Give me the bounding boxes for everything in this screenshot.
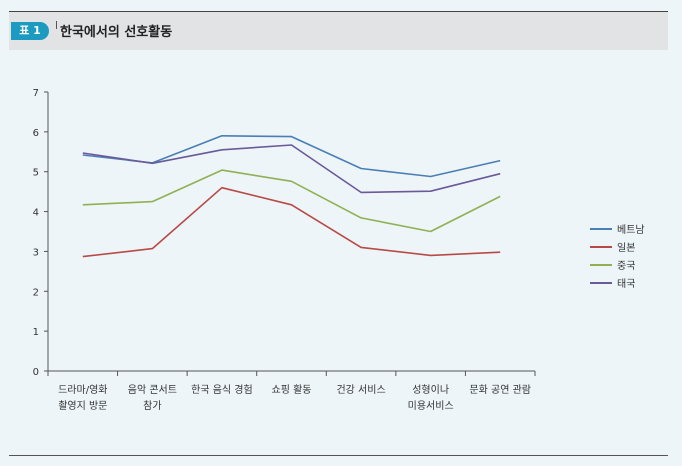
y-tick-label: 4 [33,208,39,219]
y-tick-label: 0 [33,367,39,378]
series-line-3 [82,169,501,233]
series-line-4 [82,144,501,194]
legend-label-4: 태국 [617,278,635,290]
title-bar: 표 1 한국에서의 선호활동 [9,12,668,50]
legend-label-2: 일본 [617,242,635,254]
y-tick-label: 2 [33,287,39,298]
x-category-label: 한국 음식 경험 [191,383,253,396]
y-tick-label: 7 [33,88,39,99]
x-category-label-line: 쇼핑 활동 [272,383,312,396]
legend-label-1: 베트남 [617,224,645,236]
y-tick-label: 3 [33,247,39,258]
y-tick-label: 5 [33,168,39,179]
x-category-label: 쇼핑 활동 [272,383,312,396]
series-line-2 [82,186,501,258]
y-tick-label: 1 [33,327,39,338]
x-category-label: 문화 공연 관람 [469,383,531,396]
x-category-label-line: 한국 음식 경험 [191,383,253,396]
page-title: 한국에서의 선호활동 [60,25,173,40]
bottom-rule [9,455,668,456]
x-category-label-line: 건강 서비스 [336,384,385,396]
y-tick-label: 6 [33,128,39,139]
x-category-label-line: 문화 공연 관람 [469,383,531,396]
x-category-label: 건강 서비스 [336,384,385,396]
x-category-label-line: 드라마/영화 [58,384,107,396]
x-category-label-line: 성형이나 [412,384,449,396]
table-badge: 표 1 [11,22,49,40]
x-category-label-line: 미용서비스 [408,400,454,412]
series-line-1 [82,135,501,178]
x-category-label-line: 참가 [143,400,161,412]
title-separator [56,21,57,29]
top-rule [9,11,668,12]
legend-label-3: 중국 [617,260,635,272]
x-category-label-line: 촬영지 방문 [58,400,107,412]
x-category-label-line: 음악 콘서트 [128,384,177,396]
